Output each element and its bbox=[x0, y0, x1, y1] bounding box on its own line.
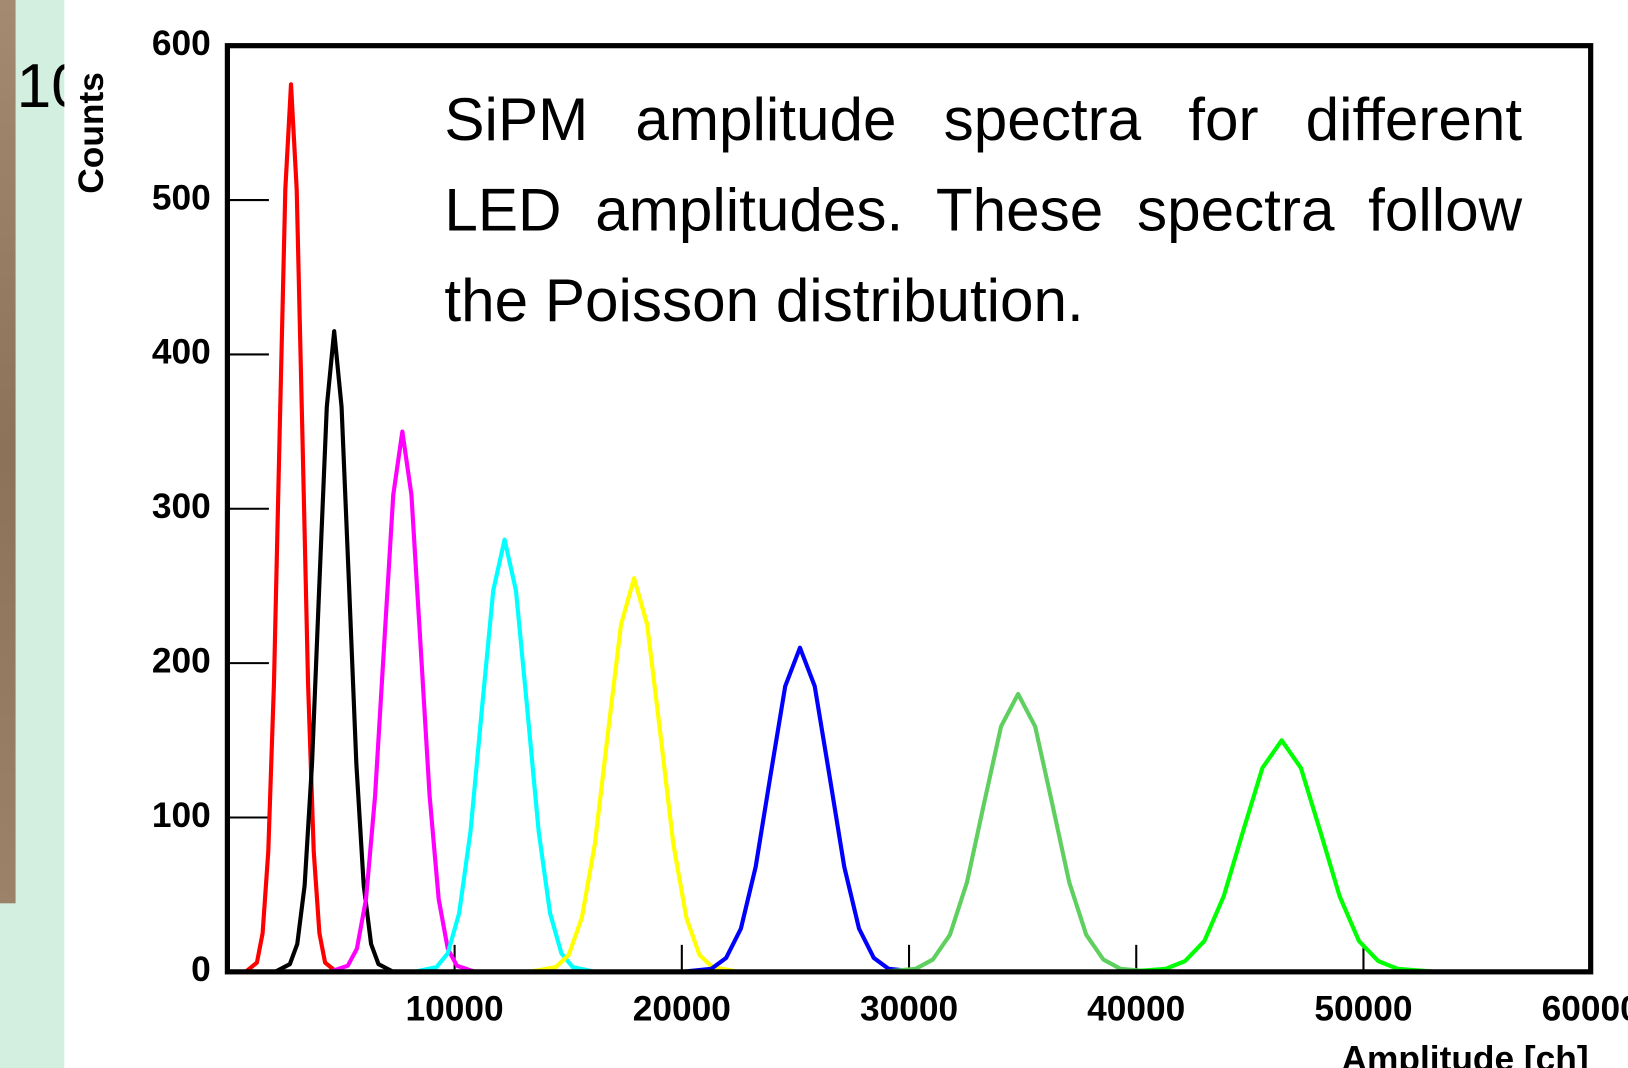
x-tick-label: 10000 bbox=[406, 990, 504, 1029]
spectrum-line bbox=[881, 691, 1155, 974]
annotation: SiPM amplitude spectra for different LED… bbox=[444, 86, 1523, 335]
y-tick-label: 200 bbox=[152, 641, 211, 680]
plot-frame bbox=[224, 43, 1594, 975]
spectrum-line bbox=[529, 576, 739, 974]
spectrum-line bbox=[328, 429, 476, 974]
y-tick-label: 500 bbox=[152, 178, 211, 217]
x-tick-label: 20000 bbox=[633, 990, 731, 1029]
x-axis-label: Amplitude [ch] bbox=[1342, 1039, 1589, 1068]
x-tick-label: 40000 bbox=[1087, 990, 1185, 1029]
x-tick-label: 30000 bbox=[860, 990, 958, 1029]
y-tick-label: 300 bbox=[152, 487, 211, 526]
y-tick-label: 0 bbox=[191, 950, 211, 989]
y-tick-label: 400 bbox=[152, 333, 211, 372]
spectrum-line bbox=[681, 645, 919, 974]
photo bbox=[0, 0, 16, 904]
y-tick-label: 100 bbox=[152, 796, 211, 835]
spectrum-line bbox=[244, 82, 338, 974]
spectrum-line bbox=[413, 537, 596, 974]
chart-panel bbox=[64, 0, 1628, 1068]
y-tick-label: 600 bbox=[152, 24, 211, 63]
side-panel: 10 bbox=[0, 0, 86, 1068]
y-axis-label: Counts bbox=[72, 72, 111, 194]
x-tick-label: 60000 bbox=[1542, 990, 1628, 1029]
spectrum-line bbox=[1126, 738, 1437, 974]
x-tick-label: 50000 bbox=[1314, 990, 1412, 1029]
spectrum-line bbox=[274, 329, 395, 974]
